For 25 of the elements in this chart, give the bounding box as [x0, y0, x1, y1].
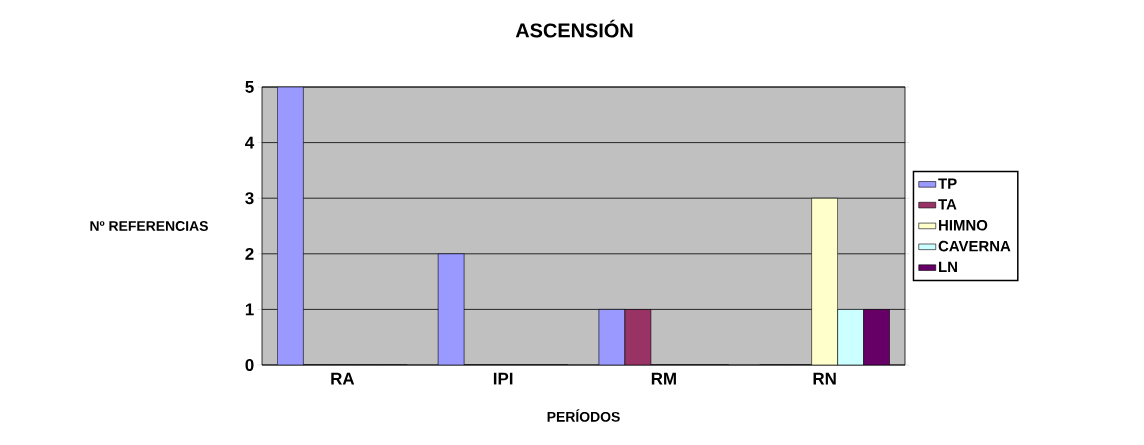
y-tick-label: 4	[245, 136, 255, 149]
legend-label: HIMNO	[939, 219, 988, 231]
legend-label: LN	[939, 261, 957, 273]
y-tick-label: 3	[245, 192, 254, 205]
y-tick-label: 0	[245, 359, 254, 371]
bar	[598, 309, 625, 365]
y-tick-label: 2	[245, 247, 254, 260]
y-tick-label: 5	[245, 81, 254, 93]
bar	[863, 309, 890, 365]
bar	[277, 87, 304, 365]
x-tick-label: RA	[331, 372, 355, 385]
x-axis-title: PERÍODOS	[547, 409, 620, 422]
bar	[837, 309, 864, 365]
legend-label: CAVERNA	[938, 240, 1011, 252]
y-tick-label: 1	[245, 303, 254, 316]
y-axis-title: Nº REFERENCIAS	[90, 221, 208, 231]
legend-label: TP	[938, 178, 957, 189]
bar	[438, 253, 465, 365]
bar	[811, 197, 838, 365]
chart-title: ASCENSIÓN	[515, 19, 633, 38]
x-tick-label: IPI	[493, 372, 513, 385]
x-tick-label: RM	[651, 372, 676, 385]
bar	[624, 309, 651, 365]
legend-label: TA	[938, 199, 957, 210]
x-tick-label: RN	[813, 372, 836, 385]
